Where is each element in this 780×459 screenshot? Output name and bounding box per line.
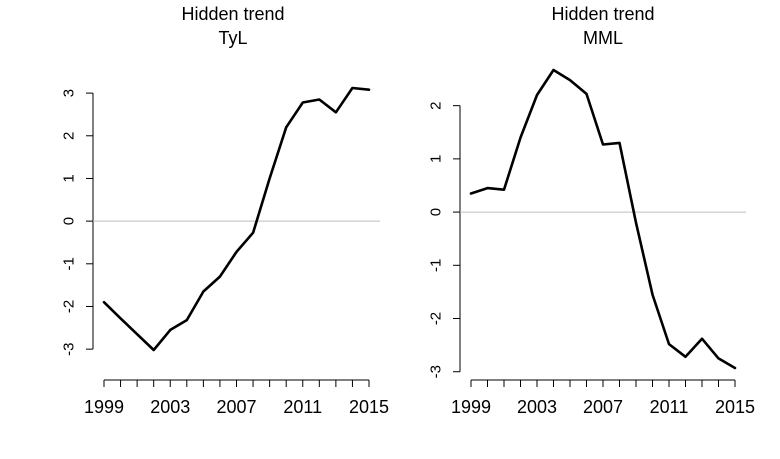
y-tick-label: -3 <box>428 365 445 378</box>
y-tick-label: -2 <box>428 312 445 325</box>
trend-line <box>102 86 371 352</box>
x-tick-label: 2007 <box>216 397 256 417</box>
y-tick-label: 0 <box>428 208 445 216</box>
y-tick-label: 0 <box>61 217 78 225</box>
chart-title: Hidden trend <box>181 4 284 24</box>
x-tick-label: 2003 <box>517 397 557 417</box>
trend-line <box>469 68 737 370</box>
y-tick-label: 1 <box>428 155 445 163</box>
x-tick-label: 1999 <box>84 397 124 417</box>
x-tick-label: 2003 <box>150 397 190 417</box>
x-tick-label: 2015 <box>715 397 755 417</box>
y-tick-label: -3 <box>61 342 78 355</box>
x-tick-label: 2011 <box>650 397 689 417</box>
chart-panel-mml: Hidden trend MML -3 -2 -1 0 1 2 1999 2003 2007 20… <box>428 4 756 417</box>
y-tick-label: -1 <box>428 259 445 272</box>
x-tick-label: 2007 <box>583 397 623 417</box>
chart-panel-tyl: Hidden trend TyL -3 -2 -1 0 1 2 3 1999 2003 2007 2… <box>61 4 390 417</box>
chart-subtitle: MML <box>583 28 623 48</box>
y-tick-label: 3 <box>61 89 78 97</box>
y-tick-label: 2 <box>61 132 78 140</box>
y-tick-label: 2 <box>428 101 445 109</box>
chart-title: Hidden trend <box>551 4 654 24</box>
y-tick-label: 1 <box>61 174 78 182</box>
chart-subtitle: TyL <box>218 28 247 48</box>
x-tick-label: 1999 <box>451 397 491 417</box>
y-tick-label: -2 <box>61 300 78 313</box>
x-tick-label: 2011 <box>283 397 322 417</box>
x-tick-label: 2015 <box>349 397 389 417</box>
y-tick-label: -1 <box>61 257 78 270</box>
